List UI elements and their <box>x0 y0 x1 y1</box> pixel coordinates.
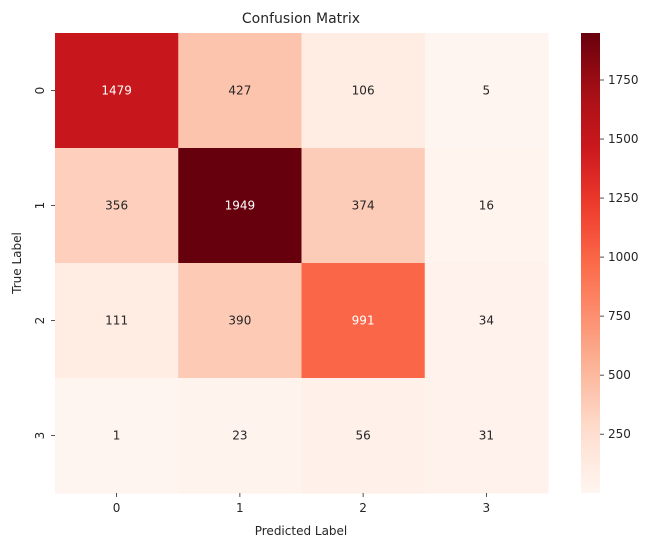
y-tick-label: 0 <box>33 87 47 95</box>
colorbar <box>581 33 600 493</box>
x-tick-label: 0 <box>113 501 121 515</box>
y-tick-label: 3 <box>33 432 47 440</box>
y-tick-label: 1 <box>33 202 47 210</box>
heatmap-cell <box>424 378 549 494</box>
heatmap-cell <box>301 148 426 264</box>
cell-value-label: 16 <box>479 199 494 213</box>
cell-value-label: 1479 <box>101 84 132 98</box>
cell-value-label: 1 <box>113 429 121 443</box>
x-tick-label: 2 <box>359 501 367 515</box>
heatmap-cell <box>424 263 549 379</box>
colorbar-tick-label: 1750 <box>608 73 639 87</box>
heatmap-cell <box>424 33 549 149</box>
heatmap-cell <box>178 378 303 494</box>
x-tick-label: 1 <box>236 501 244 515</box>
heatmap-cell <box>178 33 303 149</box>
colorbar-tick-label: 250 <box>608 427 631 441</box>
cell-value-label: 390 <box>228 314 251 328</box>
heatmap-cell <box>424 148 549 264</box>
heatmap-cell <box>55 148 179 264</box>
y-tick-label: 2 <box>33 317 47 325</box>
cell-value-label: 356 <box>105 199 128 213</box>
heatmap-cell <box>178 148 303 264</box>
colorbar-tick-label: 500 <box>608 368 631 382</box>
cell-value-label: 31 <box>479 429 494 443</box>
colorbar-tick-label: 1000 <box>608 250 639 264</box>
colorbar-tick-label: 1250 <box>608 191 639 205</box>
cell-value-label: 1949 <box>225 199 256 213</box>
x-tick-label: 3 <box>483 501 491 515</box>
cell-value-label: 5 <box>483 84 491 98</box>
heatmap-cell <box>55 378 179 494</box>
colorbar-tick-label: 1500 <box>608 132 639 146</box>
cell-value-label: 106 <box>352 84 375 98</box>
heatmap-cell <box>55 33 179 149</box>
cell-value-label: 23 <box>232 429 247 443</box>
chart-title: Confusion Matrix <box>242 11 360 27</box>
heatmap-cell <box>301 263 426 379</box>
heatmap-cell <box>301 378 426 494</box>
x-axis-label: Predicted Label <box>255 524 348 538</box>
y-axis-ticks: 0 1 2 3 <box>33 87 55 440</box>
colorbar-ticks: 250 500 750 1000 1250 1500 1750 <box>600 73 639 441</box>
cell-value-label: 991 <box>352 314 375 328</box>
cell-value-label: 374 <box>352 199 375 213</box>
x-axis-ticks: 0 1 2 3 <box>113 493 490 515</box>
y-axis-label: True Label <box>10 232 24 295</box>
cell-value-label: 34 <box>479 314 494 328</box>
heatmap-cell <box>55 263 179 379</box>
heatmap-cell <box>178 263 303 379</box>
cell-value-label: 427 <box>228 84 251 98</box>
heatmap-cell <box>301 33 426 149</box>
heatmap-cells: 1479 427 106 5 356 1949 374 16 111 390 991 34 1 23 56 3… <box>55 33 549 494</box>
colorbar-tick-label: 750 <box>608 309 631 323</box>
cell-value-label: 111 <box>105 314 128 328</box>
cell-value-label: 56 <box>355 429 370 443</box>
